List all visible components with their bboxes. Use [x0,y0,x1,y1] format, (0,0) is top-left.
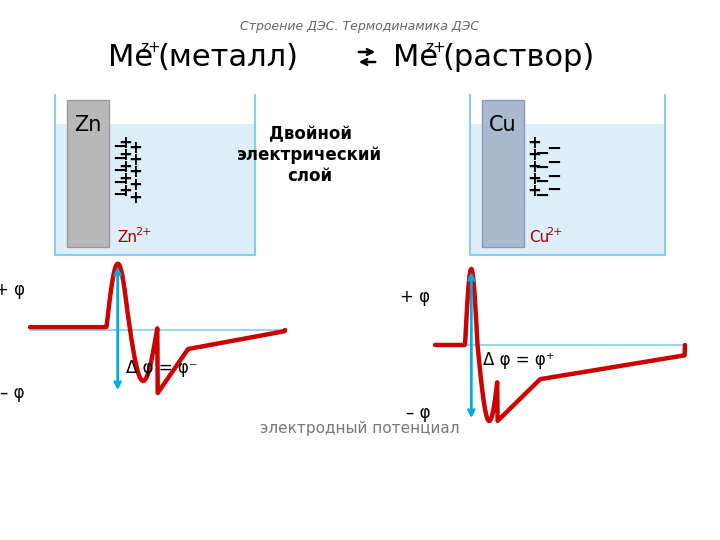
Text: Zn: Zn [74,115,102,135]
Text: −: − [112,138,127,156]
Bar [67,100,109,247]
Text: −: − [534,145,549,163]
Text: +: + [128,176,142,194]
Text: Δ φ = φ⁻: Δ φ = φ⁻ [126,359,197,377]
Text: +: + [118,158,132,176]
Text: + φ: + φ [400,288,430,306]
Text: −: − [112,174,127,192]
Text: +: + [118,134,132,152]
Text: +: + [527,158,541,176]
Text: (раствор): (раствор) [442,43,594,71]
Text: +: + [118,170,132,188]
Text: −: − [546,154,562,172]
Text: −: − [112,186,127,204]
Bar [470,124,665,255]
Text: – φ: – φ [1,384,25,402]
Text: −: − [112,150,127,168]
Text: z+: z+ [140,40,161,56]
Text: −: − [546,181,562,199]
Text: +: + [527,146,541,164]
Text: Строение ДЭС. Термодинамика ДЭС: Строение ДЭС. Термодинамика ДЭС [240,20,480,33]
Text: +: + [128,163,142,181]
Text: +: + [128,151,142,169]
Text: +: + [527,134,541,152]
Bar [482,100,524,247]
Text: +: + [118,146,132,164]
Text: Δ φ = φ⁺: Δ φ = φ⁺ [483,351,555,369]
Text: −: − [534,159,549,177]
Text: +: + [118,182,132,200]
Text: +: + [527,170,541,188]
Text: электродный потенциал: электродный потенциал [260,421,460,435]
Text: z+: z+ [425,40,446,56]
Text: 2+: 2+ [546,227,562,237]
Text: +: + [527,182,541,200]
Text: −: − [546,140,562,158]
Text: Me: Me [393,43,438,71]
Text: Cu: Cu [489,115,517,135]
Bar [55,124,255,255]
Text: Cu: Cu [529,230,549,245]
Text: (металл): (металл) [157,43,298,71]
Text: −: − [534,173,549,191]
Text: – φ: – φ [405,404,430,422]
Text: −: − [534,187,549,205]
Text: +: + [128,189,142,207]
Text: Двойной
электрический
слой: Двойной электрический слой [238,125,382,185]
Text: + φ: + φ [0,281,25,299]
Text: 2+: 2+ [135,227,151,237]
Text: +: + [128,139,142,157]
Text: −: − [546,168,562,186]
Text: Zn: Zn [117,230,137,245]
Text: Me: Me [108,43,153,71]
Text: −: − [112,162,127,180]
